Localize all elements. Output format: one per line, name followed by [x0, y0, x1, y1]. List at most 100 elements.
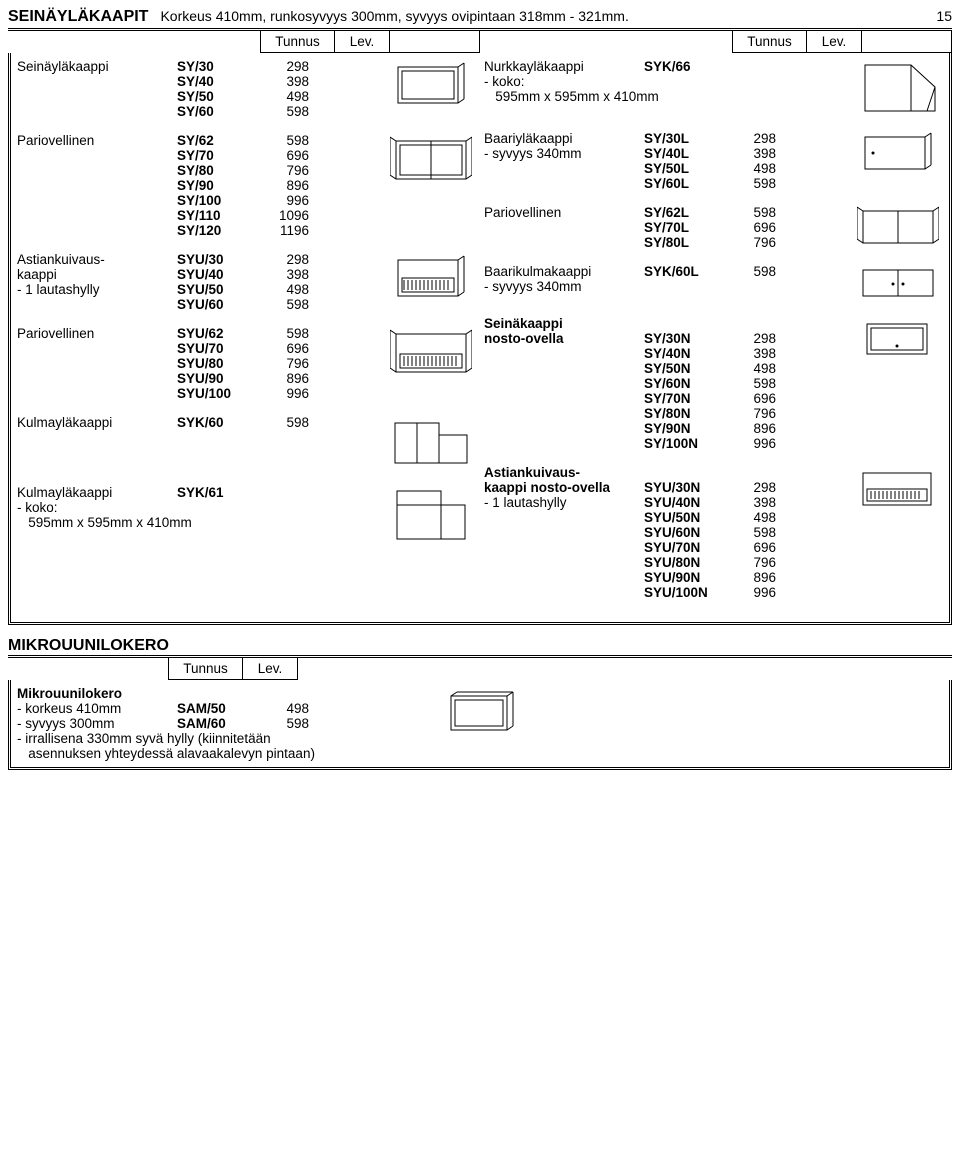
- v: 796: [724, 406, 776, 421]
- v: 896: [257, 371, 309, 386]
- left-g4: PariovellinenSYU/62598 SYU/70696 SYU/807…: [17, 326, 476, 401]
- cabinet-liftup-icon: [863, 316, 933, 360]
- g6-name: Kulmayläkaappi: [17, 485, 177, 500]
- t: SYU/80: [177, 356, 257, 371]
- hdr-tunnus-left: Tunnus: [260, 31, 335, 53]
- v: 996: [724, 436, 776, 451]
- v: 896: [257, 178, 309, 193]
- t: SY/70L: [644, 220, 724, 235]
- rg4-sub: - syvyys 340mm: [484, 279, 644, 294]
- t: SAM/50: [177, 701, 257, 716]
- t: SY/80: [177, 163, 257, 178]
- t: SY/30: [177, 59, 257, 74]
- rg6-name2: kaappi nosto-ovella: [484, 480, 644, 495]
- t: SYU/50: [177, 282, 257, 297]
- t: SY/100N: [644, 436, 724, 451]
- t: SY/40N: [644, 346, 724, 361]
- v: 298: [724, 331, 776, 346]
- v: 398: [724, 146, 776, 161]
- right-g3: PariovellinenSY/62L598 SY/70L696 SY/80L7…: [484, 205, 943, 250]
- g4-name: Pariovellinen: [17, 326, 177, 341]
- sec2-l2: - syvyys 300mm: [17, 716, 177, 731]
- rg6-sub: - 1 lautashylly: [484, 495, 644, 510]
- v: 796: [724, 235, 776, 250]
- t: SYU/90: [177, 371, 257, 386]
- cabinet-single-icon: [396, 59, 466, 109]
- hdr-lev-right: Lev.: [807, 31, 862, 53]
- cabinet-bar-corner-icon: [859, 264, 937, 302]
- t: SYU/60N: [644, 525, 724, 540]
- v: 796: [257, 163, 309, 178]
- cabinet-double-icon: [390, 133, 472, 185]
- left-g3: Astiankuivaus-SYU/30298 kaappiSYU/40398 …: [17, 252, 476, 312]
- v: 598: [257, 415, 309, 430]
- t: SYK/60: [177, 415, 257, 430]
- right-g4: BaarikulmakaappiSYK/60L598 - syvyys 340m…: [484, 264, 943, 302]
- t: SY/50N: [644, 361, 724, 376]
- cabinet-bar-icon: [863, 131, 933, 175]
- sec2-title: MIKROUUNILOKERO: [8, 637, 952, 655]
- page-number: 15: [936, 8, 952, 24]
- sec2-l3: - irrallisena 330mm syvä hylly (kiinnite…: [17, 731, 417, 746]
- t: SYU/40N: [644, 495, 724, 510]
- t: SYU/90N: [644, 570, 724, 585]
- v: 298: [724, 131, 776, 146]
- v: 696: [724, 540, 776, 555]
- v: 896: [724, 570, 776, 585]
- v: 298: [257, 252, 309, 267]
- v: 498: [257, 701, 309, 716]
- t: SYU/70: [177, 341, 257, 356]
- v: 598: [724, 176, 776, 191]
- t: SY/50L: [644, 161, 724, 176]
- v: 498: [724, 161, 776, 176]
- right-column: NurkkayläkaappiSYK/66 - koko: 595mm x 59…: [484, 59, 943, 614]
- v: 398: [724, 346, 776, 361]
- v: 598: [257, 716, 309, 731]
- t: SY/62L: [644, 205, 724, 220]
- g3-name2: kaappi: [17, 267, 177, 282]
- v: 598: [257, 104, 309, 119]
- t: SYU/80N: [644, 555, 724, 570]
- sec2-header: Tunnus Lev.: [8, 655, 952, 680]
- sec2-l4: asennuksen yhteydessä alavaakalevyn pint…: [17, 746, 417, 761]
- right-g2: BaariyläkaappiSY/30L298 - syvyys 340mmSY…: [484, 131, 943, 191]
- right-g6: Astiankuivaus- kaappi nosto-ovellaSYU/30…: [484, 465, 943, 600]
- t: SY/60L: [644, 176, 724, 191]
- v: 696: [724, 391, 776, 406]
- t: SYU/70N: [644, 540, 724, 555]
- t: SYK/66: [644, 59, 724, 74]
- v: 996: [724, 585, 776, 600]
- cabinet-corner-diag-icon: [857, 59, 939, 117]
- left-column: SeinäyläkaappiSY/30298 SY/40398 SY/50498…: [17, 59, 476, 614]
- t: SY/40: [177, 74, 257, 89]
- left-g5: KulmayläkaappiSYK/60598: [17, 415, 476, 471]
- cabinet-liftup-dish-icon: [859, 465, 937, 511]
- t: SYU/30: [177, 252, 257, 267]
- page-header: SEINÄYLÄKAAPIT Korkeus 410mm, runkosyvyy…: [8, 8, 952, 26]
- cabinet-dish-double-icon: [390, 326, 472, 378]
- g6-sub1: - koko:: [17, 500, 177, 515]
- main-content: SeinäyläkaappiSY/30298 SY/40398 SY/50498…: [8, 53, 952, 625]
- t: SYU/60: [177, 297, 257, 312]
- v: 598: [724, 376, 776, 391]
- v: 996: [257, 386, 309, 401]
- t: SY/30L: [644, 131, 724, 146]
- rg2-name: Baariyläkaappi: [484, 131, 644, 146]
- sec2-l1: - korkeus 410mm: [17, 701, 177, 716]
- v: 696: [257, 341, 309, 356]
- v: 298: [724, 480, 776, 495]
- v: 598: [257, 326, 309, 341]
- v: 298: [257, 59, 309, 74]
- cabinet-dish-icon: [396, 252, 466, 302]
- g5-name: Kulmayläkaappi: [17, 415, 177, 430]
- t: SY/100: [177, 193, 257, 208]
- v: 896: [724, 421, 776, 436]
- t: SY/70N: [644, 391, 724, 406]
- v: 398: [257, 267, 309, 282]
- rg3-name: Pariovellinen: [484, 205, 644, 220]
- g2-name: Pariovellinen: [17, 133, 177, 148]
- v: 398: [257, 74, 309, 89]
- t: SYU/100N: [644, 585, 724, 600]
- t: SY/40L: [644, 146, 724, 161]
- sec2-hdr-lev: Lev.: [243, 658, 298, 680]
